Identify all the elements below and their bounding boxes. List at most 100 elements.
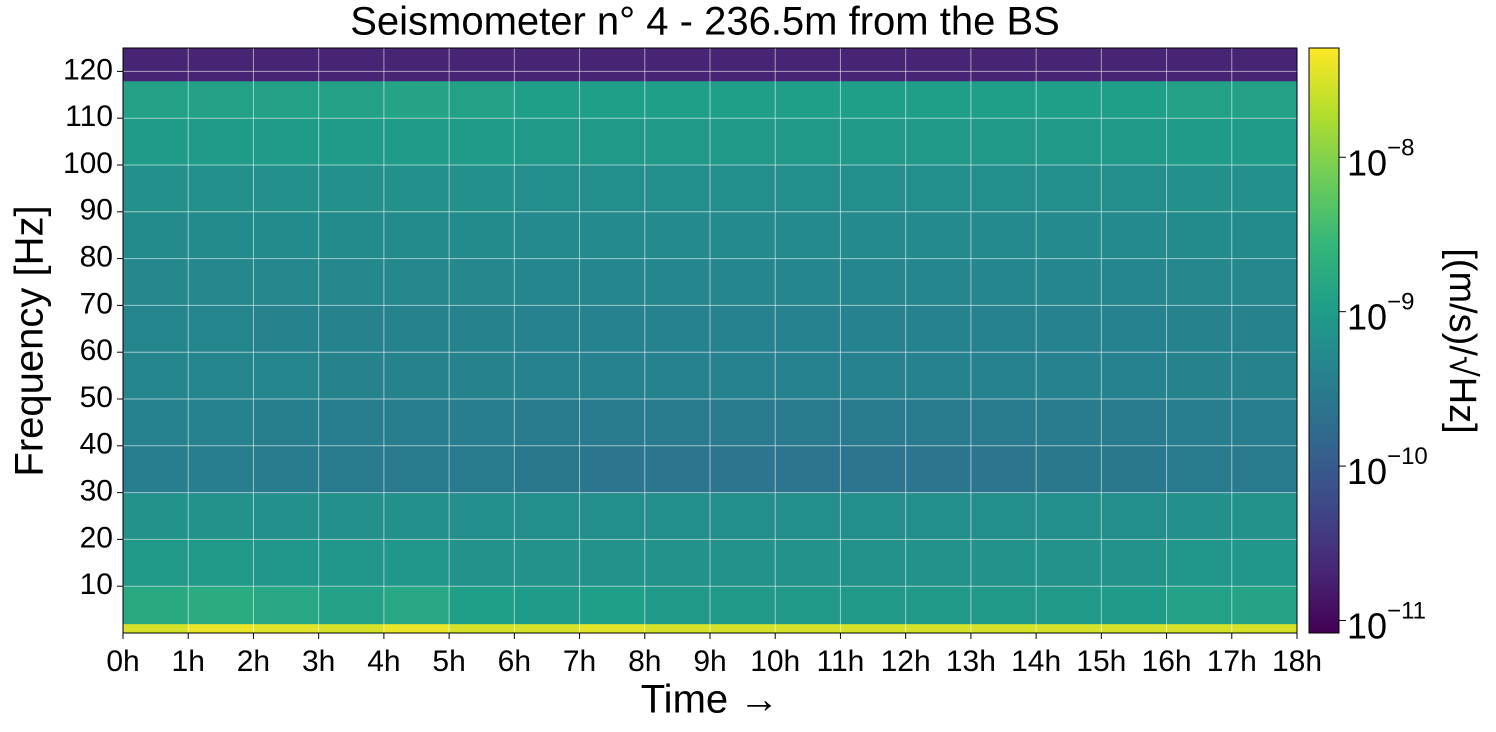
heatmap-cell	[449, 258, 515, 306]
heatmap-cell	[1036, 623, 1102, 634]
heatmap-cell	[123, 258, 189, 306]
y-tick-label: 90	[80, 194, 113, 227]
heatmap-cell	[188, 539, 254, 587]
heatmap-cell	[188, 305, 254, 353]
heatmap-cell	[383, 539, 450, 587]
heatmap-cell	[579, 211, 646, 260]
heatmap-cell	[840, 399, 907, 447]
heatmap-cell	[449, 539, 515, 587]
heatmap-cell	[449, 48, 515, 82]
heatmap-cell	[318, 492, 385, 540]
heatmap-cell	[318, 48, 385, 82]
heatmap-cell	[1166, 118, 1233, 166]
heatmap-cell	[1166, 165, 1233, 213]
x-tick-label: 11h	[817, 645, 865, 678]
heatmap-cell	[123, 211, 189, 260]
heatmap-cell	[905, 258, 972, 306]
heatmap-cell	[644, 539, 711, 587]
colorbar-label: [(m/s)/√Hz]	[1441, 248, 1483, 434]
heatmap-cell	[905, 118, 972, 166]
heatmap-cell	[1231, 165, 1298, 213]
heatmap-cell	[1166, 492, 1233, 540]
heatmap-cell	[840, 539, 907, 587]
heatmap-cell	[1101, 80, 1168, 119]
heatmap-cell	[449, 118, 515, 166]
x-tick-label: 5h	[432, 645, 465, 678]
heatmap-cell	[710, 352, 776, 400]
heatmap-cell	[253, 305, 320, 353]
heatmap-cell	[383, 118, 450, 166]
heatmap-cell	[644, 165, 711, 213]
heatmap-cell	[1101, 352, 1168, 400]
heatmap-cell	[710, 48, 776, 82]
heatmap-cell	[123, 492, 189, 540]
heatmap-cell	[840, 623, 907, 634]
y-tick-label: 30	[80, 475, 113, 508]
y-tick-label: 10	[80, 568, 113, 601]
x-tick-label: 0h	[106, 645, 139, 678]
heatmap-cell	[1166, 211, 1233, 260]
heatmap-cell	[905, 211, 972, 260]
heatmap-cell	[123, 399, 189, 447]
heatmap-cell	[318, 623, 385, 634]
y-tick-label: 50	[80, 381, 113, 414]
heatmap-cell	[514, 118, 581, 166]
heatmap-cell	[905, 399, 972, 447]
heatmap-cell	[318, 399, 385, 447]
heatmap-cell	[970, 539, 1037, 587]
heatmap-cell	[188, 80, 254, 119]
heatmap-cell	[644, 80, 711, 119]
heatmap-cell	[579, 165, 646, 213]
heatmap-cell	[970, 445, 1037, 494]
heatmap-cell	[123, 623, 189, 634]
x-tick-label: 4h	[367, 645, 400, 678]
heatmap-cell	[905, 48, 972, 82]
heatmap-cell	[970, 586, 1037, 625]
heatmap-cell	[383, 258, 450, 306]
heatmap-cell	[1166, 48, 1233, 82]
heatmap-cell	[1036, 258, 1102, 306]
y-tick-label: 120	[63, 53, 113, 86]
chart-title: Seismometer n° 4 - 236.5m from the BS	[350, 0, 1060, 44]
heatmap-cell	[383, 492, 450, 540]
heatmap-cell	[644, 352, 711, 400]
heatmap-cell	[775, 118, 841, 166]
heatmap-cell	[840, 445, 907, 494]
heatmap-cell	[1101, 48, 1168, 82]
heatmap-cell	[970, 211, 1037, 260]
heatmap-cell	[710, 118, 776, 166]
heatmap-cell	[775, 258, 841, 306]
heatmap-cell	[970, 352, 1037, 400]
heatmap-cell	[123, 305, 189, 353]
y-tick-label: 60	[80, 334, 113, 367]
heatmap-cell	[1101, 165, 1168, 213]
heatmap-cell	[579, 352, 646, 400]
heatmap-cell	[449, 211, 515, 260]
heatmap-cell	[123, 118, 189, 166]
heatmap-cell	[1101, 399, 1168, 447]
heatmap-cell	[905, 165, 972, 213]
heatmap-cell	[514, 399, 581, 447]
heatmap-cell	[1036, 165, 1102, 213]
heatmap-cell	[644, 48, 711, 82]
heatmap-cell	[1101, 586, 1168, 625]
heatmap-cell	[579, 80, 646, 119]
heatmap-cell	[710, 258, 776, 306]
heatmap-cell	[775, 48, 841, 82]
heatmap-cell	[1166, 623, 1233, 634]
heatmap-cell	[970, 623, 1037, 634]
heatmap-cell	[905, 352, 972, 400]
heatmap-cell	[514, 539, 581, 587]
heatmap-cell	[710, 305, 776, 353]
heatmap-cell	[253, 165, 320, 213]
x-tick-label: 2h	[237, 645, 270, 678]
colorbar-tick-label: 10−9	[1347, 289, 1414, 337]
heatmap-cell	[188, 118, 254, 166]
heatmap-cell	[318, 305, 385, 353]
heatmap-cell	[449, 352, 515, 400]
heatmap-cell	[188, 165, 254, 213]
heatmap-cell	[449, 623, 515, 634]
heatmap-cell	[1166, 399, 1233, 447]
colorbar-tick-label: 10−11	[1347, 598, 1426, 646]
